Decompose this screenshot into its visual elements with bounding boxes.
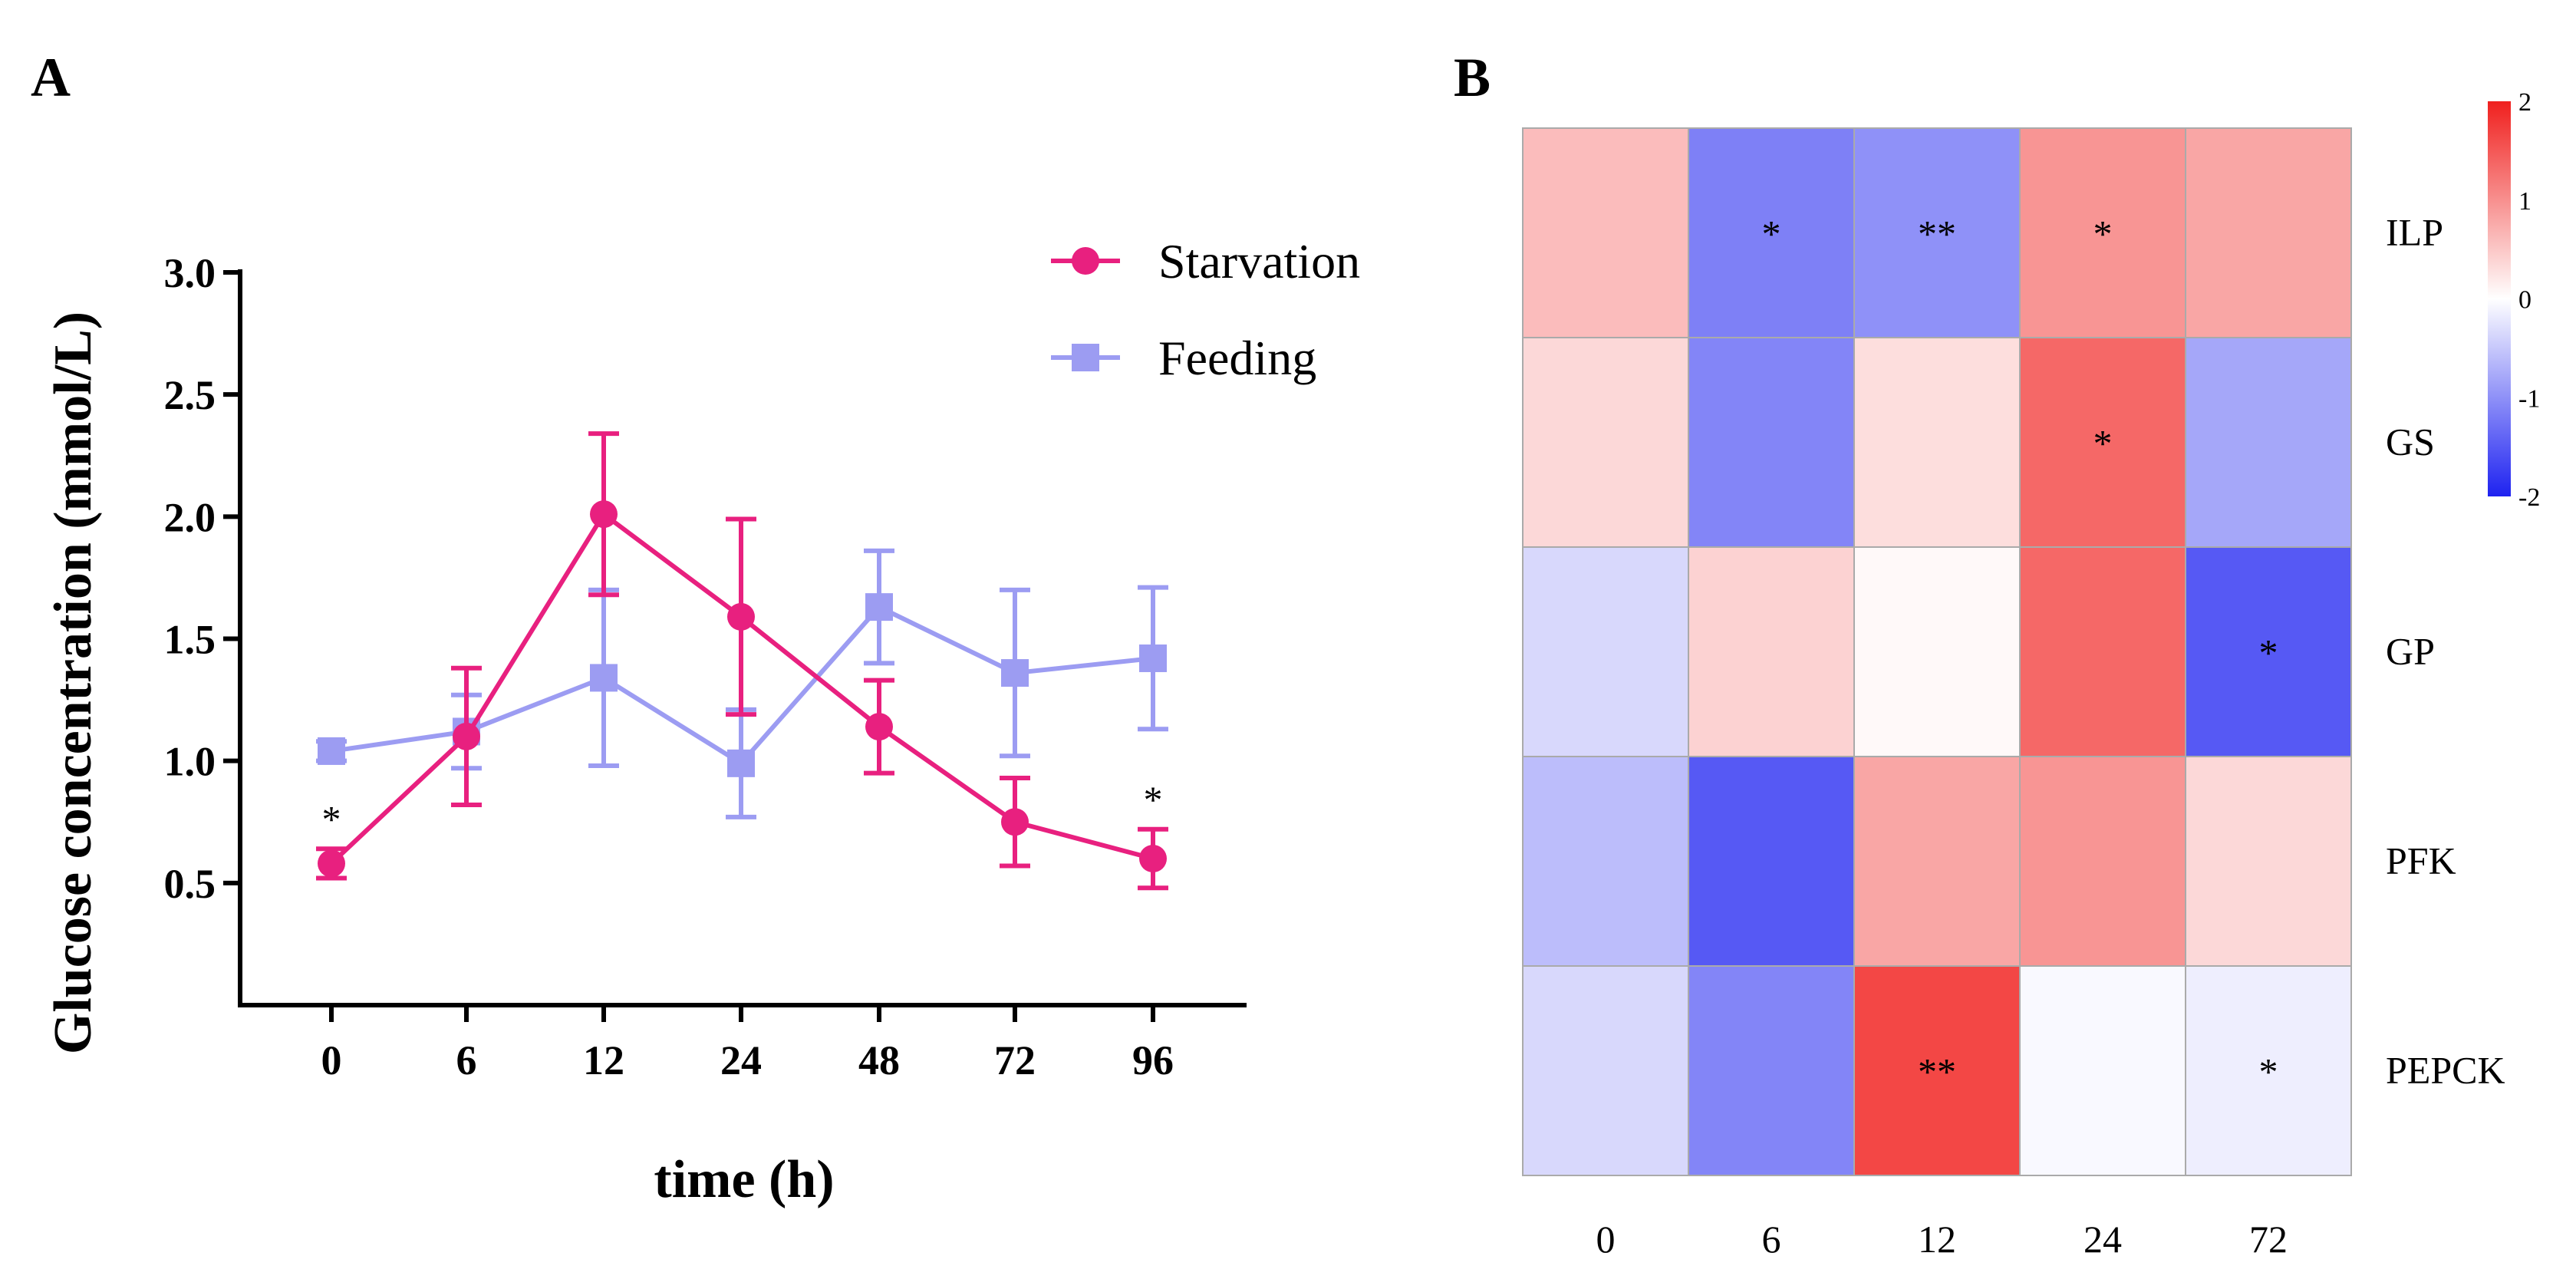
x-tick-label: 96 bbox=[1132, 1037, 1174, 1083]
heatmap-cell bbox=[2185, 127, 2352, 338]
colorbar-tick-label: -1 bbox=[2518, 384, 2540, 413]
x-tick-label: 48 bbox=[858, 1037, 900, 1083]
colorbar-tick-label: 2 bbox=[2518, 88, 2532, 117]
y-tick-label: 2.0 bbox=[164, 494, 216, 540]
line-chart-series bbox=[316, 431, 1168, 891]
column-label: 72 bbox=[2249, 1218, 2288, 1261]
significance-marker: * bbox=[2259, 631, 2278, 674]
legend: Starvation Feeding bbox=[1051, 234, 1360, 385]
series-starvation bbox=[316, 431, 1168, 891]
legend-marker bbox=[1072, 344, 1099, 371]
heatmap-cell bbox=[1688, 546, 1855, 757]
y-tick-label: 0.5 bbox=[164, 861, 216, 907]
data-point bbox=[727, 749, 755, 777]
colorbar-tick-label: -2 bbox=[2518, 483, 2540, 512]
significance-marker: ** bbox=[1918, 213, 1956, 256]
significance-marker: * bbox=[1762, 213, 1781, 256]
y-tick-label: 3.0 bbox=[164, 250, 216, 296]
heatmap-cell bbox=[2019, 337, 2186, 548]
data-point bbox=[865, 713, 893, 741]
heatmap-cell bbox=[1522, 337, 1689, 548]
row-label: PEPCK bbox=[2386, 1049, 2505, 1092]
legend-item-starvation: Starvation bbox=[1051, 234, 1360, 288]
legend-marker bbox=[1072, 247, 1099, 275]
significance-marker: * bbox=[2093, 422, 2113, 465]
heatmap-cell bbox=[2019, 756, 2186, 967]
colorbar: 2 1 0 -1 -2 bbox=[2488, 88, 2540, 512]
y-axis-ticks: 0.5 1.0 1.5 2.0 2.5 3.0 bbox=[164, 250, 240, 907]
row-label: PFK bbox=[2386, 839, 2456, 882]
heatmap-column-labels: 0 6 12 24 72 bbox=[1596, 1218, 2288, 1261]
panel-b-label: B bbox=[1454, 47, 1491, 108]
heatmap-cell bbox=[1853, 546, 2021, 757]
heatmap-cell bbox=[1688, 756, 1855, 967]
x-axis-ticks: 0 6 12 24 48 72 96 bbox=[321, 1005, 1174, 1083]
heatmap-cell bbox=[1853, 965, 2021, 1176]
column-label: 24 bbox=[2084, 1218, 2122, 1261]
heatmap-cell bbox=[1522, 756, 1689, 967]
significance-annotations: * * bbox=[322, 778, 1163, 840]
x-tick-label: 24 bbox=[720, 1037, 762, 1083]
row-label: ILP bbox=[2386, 211, 2443, 254]
column-label: 12 bbox=[1918, 1218, 1956, 1261]
heatmap-cells bbox=[1522, 127, 2352, 1176]
heatmap-cell bbox=[2019, 546, 2186, 757]
heatmap-cell bbox=[1522, 127, 1689, 338]
data-point bbox=[1139, 644, 1167, 672]
significance-marker: * bbox=[2093, 213, 2113, 256]
heatmap-cell bbox=[1853, 756, 2021, 967]
significance-marker: * bbox=[2259, 1050, 2278, 1093]
data-point bbox=[590, 500, 618, 529]
row-label: GS bbox=[2386, 420, 2435, 463]
heatmap-cell bbox=[1853, 337, 2021, 548]
heatmap-cell bbox=[2019, 127, 2186, 338]
significance-marker: * bbox=[322, 797, 341, 840]
significance-marker: ** bbox=[1918, 1050, 1956, 1093]
x-tick-label: 6 bbox=[456, 1037, 477, 1083]
heatmap-significance: * ** ***** * bbox=[1762, 213, 2278, 1093]
data-point bbox=[318, 737, 345, 765]
heatmap-row-labels: ILP GS GP PFK PEPCK bbox=[2386, 211, 2505, 1092]
x-tick-label: 72 bbox=[994, 1037, 1036, 1083]
heatmap-cell bbox=[1688, 965, 1855, 1176]
y-tick-label: 1.5 bbox=[164, 617, 216, 663]
x-tick-label: 12 bbox=[583, 1037, 624, 1083]
data-point bbox=[1139, 845, 1167, 872]
legend-item-feeding: Feeding bbox=[1051, 331, 1316, 385]
data-point bbox=[453, 722, 480, 750]
panel-a: A 0.51.01.52.02.53.0 0 6 12 24 48 72 96 * * Glu… bbox=[31, 47, 1360, 1209]
heatmap-cell bbox=[1522, 546, 1689, 757]
y-axis-title: Glucose concentration (mmol/L) bbox=[44, 312, 103, 1054]
colorbar-tick-label: 0 bbox=[2518, 286, 2532, 315]
x-tick-label: 0 bbox=[321, 1037, 342, 1083]
data-point bbox=[318, 849, 345, 878]
data-point bbox=[727, 602, 755, 631]
heatmap-cell bbox=[2019, 965, 2186, 1176]
heatmap-cell bbox=[1853, 127, 2021, 338]
data-point bbox=[865, 593, 893, 621]
data-point bbox=[1001, 659, 1029, 687]
colorbar-tick-label: 1 bbox=[2518, 187, 2532, 216]
colorbar-bar bbox=[2488, 101, 2511, 496]
heatmap-cell bbox=[2185, 337, 2352, 548]
column-label: 0 bbox=[1596, 1218, 1616, 1261]
y-tick-label: 1.0 bbox=[164, 739, 216, 785]
column-label: 6 bbox=[1762, 1218, 1781, 1261]
panel-a-label: A bbox=[31, 47, 71, 108]
y-tick-label: 2.5 bbox=[164, 372, 216, 418]
x-axis-title: time (h) bbox=[654, 1150, 834, 1209]
heatmap-cell bbox=[1522, 965, 1689, 1176]
heatmap-cell bbox=[1688, 337, 1855, 548]
heatmap-cell bbox=[1688, 127, 1855, 338]
significance-marker: * bbox=[1144, 778, 1163, 821]
data-point bbox=[1001, 808, 1029, 836]
row-label: GP bbox=[2386, 630, 2435, 673]
legend-label: Feeding bbox=[1158, 331, 1316, 385]
data-point bbox=[590, 664, 618, 692]
heatmap-cell bbox=[2185, 965, 2352, 1176]
heatmap-cell bbox=[2185, 756, 2352, 967]
legend-label: Starvation bbox=[1158, 234, 1360, 288]
